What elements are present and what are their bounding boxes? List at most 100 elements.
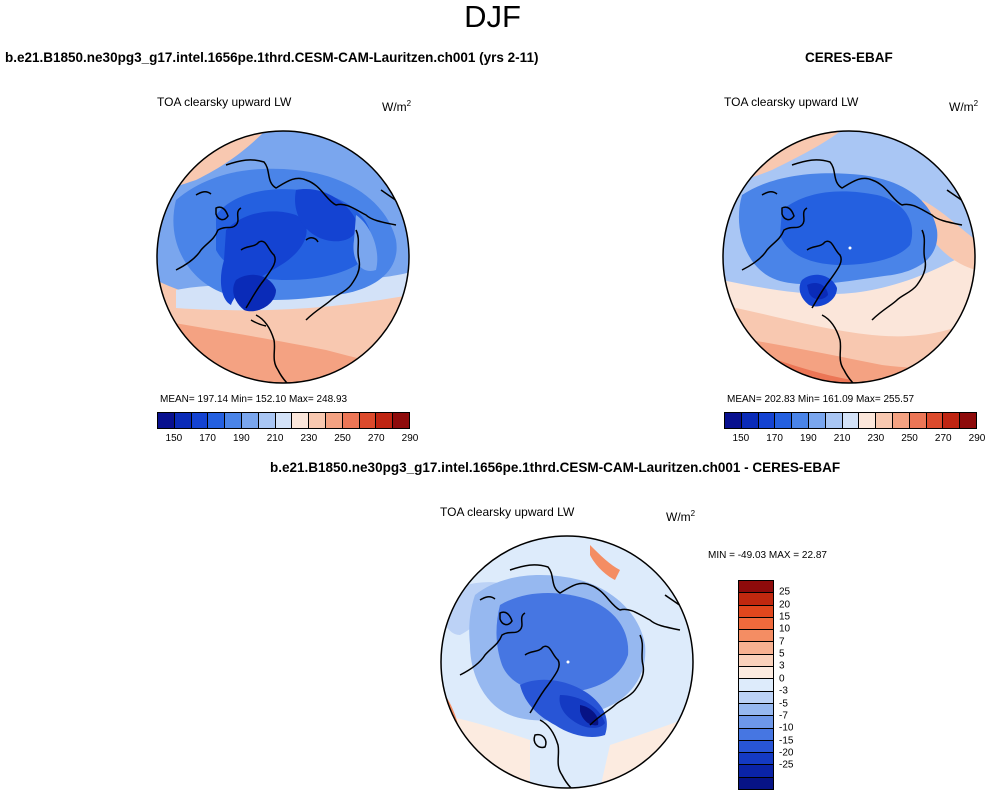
colorbar-swatch (208, 413, 226, 428)
colorbar-tick-label: 150 (165, 433, 183, 444)
colorbar-swatch (825, 413, 843, 428)
model-colorbar-labels: 150 170 190 210 230 250 270 290 (157, 433, 419, 445)
colorbar-tick-label: 250 (901, 433, 918, 444)
colorbar-swatch (376, 413, 394, 428)
colorbar-swatch (892, 413, 910, 428)
colorbar-swatch (739, 777, 773, 790)
colorbar-swatch (359, 413, 377, 428)
obs-units-label: W/m2 (949, 99, 979, 114)
obs-colorbar-labels: 150 170 190 210 230 250 270 290 (724, 433, 985, 445)
colorbar-tick-label: 25 (779, 586, 791, 598)
colorbar-tick-label: -3 (779, 685, 788, 697)
diff-units-label: W/m2 (666, 509, 696, 524)
colorbar-tick-label: 210 (266, 433, 284, 444)
colorbar-swatch (808, 413, 826, 428)
colorbar-tick-label: 270 (367, 433, 385, 444)
colorbar-tick-label: -10 (779, 722, 794, 734)
colorbar-swatch (739, 691, 773, 704)
colorbar-swatch (943, 413, 961, 428)
colorbar-tick-label: 150 (732, 433, 750, 444)
colorbar-tick-label: 290 (401, 433, 419, 444)
model-colorbar (157, 412, 410, 429)
colorbar-swatch (842, 413, 860, 428)
colorbar-swatch (739, 581, 773, 594)
model-panel-title: b.e21.B1850.ne30pg3_g17.intel.1656pe.1th… (5, 50, 539, 65)
model-units-label: W/m2 (382, 99, 412, 114)
colorbar-swatch (393, 413, 409, 428)
colorbar-tick-label: -15 (779, 735, 794, 747)
colorbar-swatch (909, 413, 927, 428)
colorbar-tick-label: 290 (968, 433, 985, 444)
obs-stats: MEAN= 202.83 Min= 161.09 Max= 255.57 (727, 394, 915, 405)
diff-panel-title: b.e21.B1850.ne30pg3_g17.intel.1656pe.1th… (270, 460, 841, 475)
colorbar-swatch (739, 728, 773, 741)
colorbar-swatch (739, 765, 773, 778)
colorbar-swatch (739, 630, 773, 643)
colorbar-tick-label: 20 (779, 599, 791, 611)
colorbar-swatch (258, 413, 276, 428)
obs-panel-title: CERES-EBAF (805, 50, 893, 65)
obs-variable-label: TOA clearsky upward LW (724, 95, 859, 109)
colorbar-swatch (739, 654, 773, 668)
colorbar-swatch (739, 753, 773, 766)
colorbar-swatch (739, 716, 773, 729)
colorbar-swatch (225, 413, 242, 428)
colorbar-swatch (275, 413, 293, 428)
colorbar-swatch (859, 413, 877, 428)
colorbar-tick-label: -5 (779, 698, 788, 710)
colorbar-tick-label: -25 (779, 759, 794, 771)
diff-stats: MIN = -49.03 MAX = 22.87 (708, 550, 827, 561)
colorbar-swatch (739, 593, 773, 606)
colorbar-tick-label: 190 (799, 433, 817, 444)
colorbar-tick-label: 10 (779, 623, 791, 635)
colorbar-swatch (309, 413, 326, 428)
diff-colorbar (738, 580, 774, 790)
colorbar-swatch (876, 413, 893, 428)
diff-variable-label: TOA clearsky upward LW (440, 505, 575, 519)
colorbar-swatch (960, 413, 976, 428)
colorbar-swatch (758, 413, 776, 428)
colorbar-tick-label: 170 (766, 433, 783, 444)
colorbar-swatch (241, 413, 259, 428)
colorbar-swatch (725, 413, 742, 428)
page-title: DJF (464, 0, 521, 34)
colorbar-swatch (739, 740, 773, 754)
colorbar-swatch (739, 679, 773, 692)
model-polar-map (156, 130, 410, 384)
model-variable-label: TOA clearsky upward LW (157, 95, 292, 109)
colorbar-tick-label: 7 (779, 636, 785, 648)
model-stats: MEAN= 197.14 Min= 152.10 Max= 248.93 (160, 394, 348, 405)
colorbar-tick-label: 190 (232, 433, 250, 444)
colorbar-swatch (292, 413, 310, 428)
obs-polar-map (722, 130, 976, 384)
colorbar-swatch (739, 642, 773, 655)
colorbar-swatch (158, 413, 175, 428)
colorbar-swatch (342, 413, 360, 428)
colorbar-swatch (325, 413, 343, 428)
colorbar-tick-label: -20 (779, 747, 794, 759)
colorbar-tick-label: 270 (934, 433, 952, 444)
colorbar-tick-label: 0 (779, 673, 785, 685)
colorbar-swatch (739, 617, 773, 631)
colorbar-tick-label: 210 (833, 433, 851, 444)
colorbar-swatch (741, 413, 759, 428)
colorbar-swatch (739, 703, 773, 717)
diff-polar-map (440, 535, 694, 789)
colorbar-tick-label: 170 (199, 433, 216, 444)
colorbar-tick-label: 230 (867, 433, 885, 444)
colorbar-swatch (926, 413, 944, 428)
colorbar-swatch (739, 667, 773, 680)
colorbar-swatch (191, 413, 209, 428)
colorbar-tick-label: -7 (779, 710, 788, 722)
colorbar-tick-label: 15 (779, 611, 791, 623)
colorbar-tick-label: 3 (779, 660, 785, 672)
colorbar-swatch (174, 413, 192, 428)
colorbar-tick-label: 230 (300, 433, 318, 444)
colorbar-swatch (739, 605, 773, 618)
colorbar-swatch (792, 413, 809, 428)
diff-colorbar-labels: 25 20 15 10 7 5 3 0 -3 -5 -7 -10 -15 -20 -25 (779, 580, 809, 788)
colorbar-tick-label: 5 (779, 648, 785, 660)
colorbar-swatch (775, 413, 793, 428)
colorbar-tick-label: 250 (334, 433, 351, 444)
obs-colorbar (724, 412, 977, 429)
